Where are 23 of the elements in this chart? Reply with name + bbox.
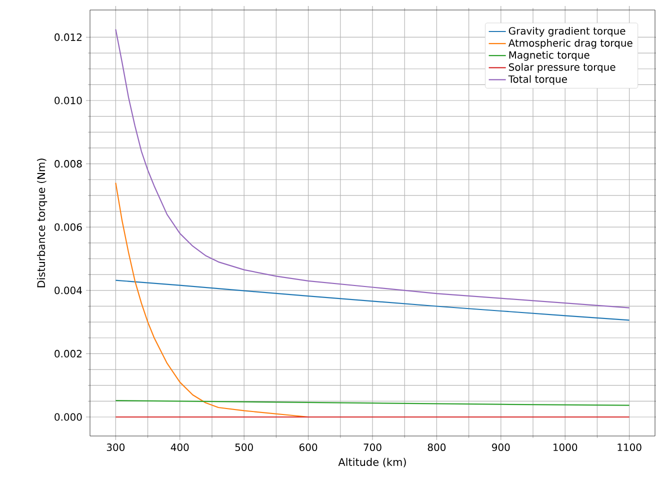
x-tick-label: 400 (170, 444, 189, 452)
y-tick-label: 0.004 (54, 286, 82, 294)
x-tick-label: 300 (106, 444, 125, 452)
y-tick-label: 0.002 (54, 350, 82, 358)
x-tick-label: 700 (364, 444, 382, 452)
x-tick-label: 1100 (618, 444, 642, 452)
legend-label: Solar pressure torque (509, 63, 616, 73)
y-tick-label: 0.008 (54, 160, 82, 168)
y-tick-label: 0.012 (54, 33, 82, 41)
x-tick-label: 800 (428, 444, 446, 452)
legend-label: Atmospheric drag torque (508, 39, 632, 49)
x-tick-label: 500 (235, 444, 253, 452)
x-axis-title: Altitude (km) (338, 458, 406, 468)
legend-label: Magnetic torque (509, 51, 590, 61)
x-tick-label: 1000 (554, 444, 578, 452)
y-tick-label: 0.010 (54, 96, 82, 104)
x-tick-label: 600 (299, 444, 318, 452)
x-tick-label: 900 (492, 444, 510, 452)
legend-label: Total torque (508, 75, 567, 85)
y-axis-title: Disturbance torque (Nm) (37, 158, 48, 288)
legend-label: Gravity gradient torque (508, 26, 626, 37)
y-tick-label: 0.006 (54, 223, 82, 231)
y-tick-label: 0.000 (54, 413, 82, 421)
